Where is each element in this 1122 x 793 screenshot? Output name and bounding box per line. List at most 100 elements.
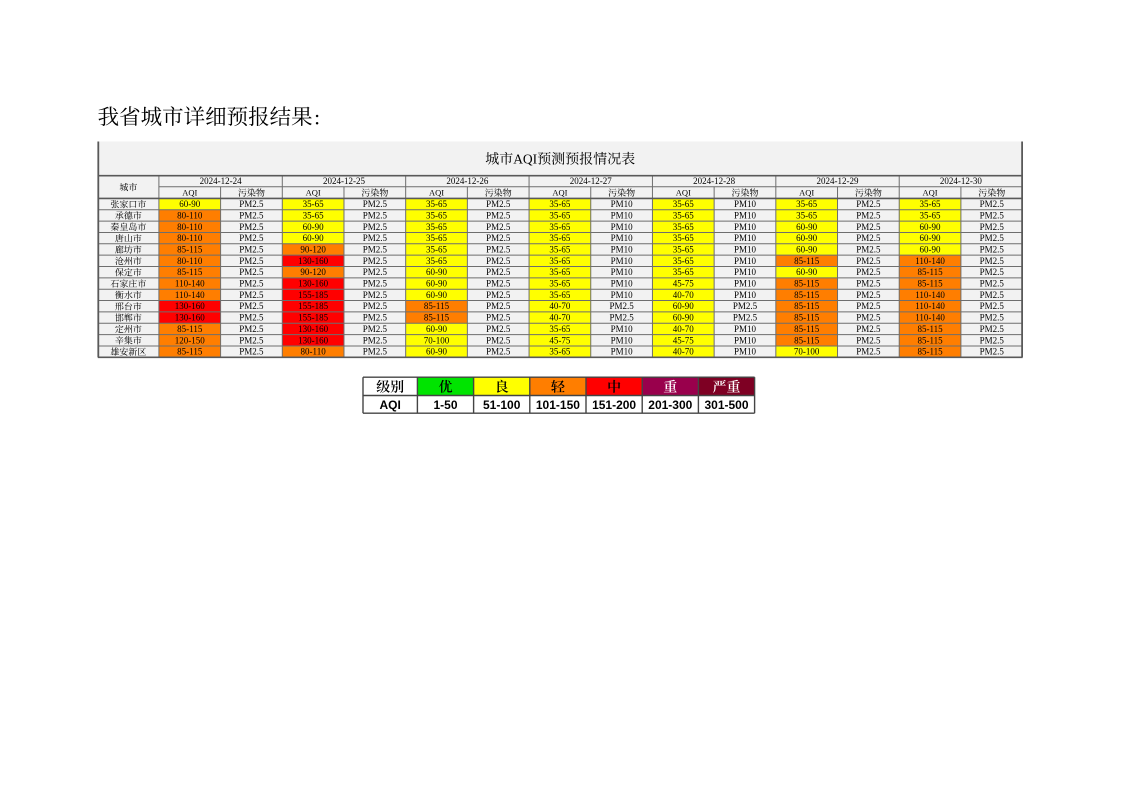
svg-text:PM2.5: PM2.5 <box>856 313 881 323</box>
svg-text:85-115: 85-115 <box>177 244 203 254</box>
svg-text:60-90: 60-90 <box>426 290 447 300</box>
svg-text:PM2.5: PM2.5 <box>239 267 264 277</box>
svg-text:PM2.5: PM2.5 <box>980 222 1005 232</box>
svg-text:60-90: 60-90 <box>426 324 447 334</box>
svg-text:60-90: 60-90 <box>673 313 694 323</box>
svg-text:2024-12-24: 2024-12-24 <box>200 176 242 186</box>
svg-text:35-65: 35-65 <box>303 210 324 220</box>
svg-text:35-65: 35-65 <box>673 199 694 209</box>
svg-text:130-160: 130-160 <box>175 313 205 323</box>
svg-text:40-70: 40-70 <box>673 324 694 334</box>
svg-text:PM10: PM10 <box>611 347 634 357</box>
svg-text:PM10: PM10 <box>611 256 634 266</box>
svg-text:35-65: 35-65 <box>426 233 447 243</box>
svg-text:35-65: 35-65 <box>920 210 941 220</box>
svg-text:60-90: 60-90 <box>796 233 817 243</box>
svg-text:85-115: 85-115 <box>794 301 820 311</box>
svg-text:35-65: 35-65 <box>673 256 694 266</box>
svg-text:35-65: 35-65 <box>796 199 817 209</box>
svg-text:110-140: 110-140 <box>915 313 945 323</box>
svg-text:85-115: 85-115 <box>794 335 820 345</box>
svg-text:35-65: 35-65 <box>920 199 941 209</box>
svg-text:PM10: PM10 <box>734 222 757 232</box>
svg-text:PM10: PM10 <box>734 335 757 345</box>
svg-text:35-65: 35-65 <box>673 222 694 232</box>
svg-text:40-70: 40-70 <box>673 347 694 357</box>
svg-text:AQI: AQI <box>676 188 691 198</box>
svg-text:PM2.5: PM2.5 <box>486 347 511 357</box>
svg-text:AQI: AQI <box>182 188 197 198</box>
svg-text:AQI: AQI <box>513 152 537 167</box>
svg-text:35-65: 35-65 <box>673 233 694 243</box>
svg-text:130-160: 130-160 <box>298 279 328 289</box>
svg-text:35-65: 35-65 <box>426 256 447 266</box>
svg-text:PM2.5: PM2.5 <box>856 256 881 266</box>
svg-text:PM10: PM10 <box>734 199 757 209</box>
svg-text:PM2.5: PM2.5 <box>239 244 264 254</box>
svg-text:2024-12-29: 2024-12-29 <box>817 176 859 186</box>
svg-text:85-115: 85-115 <box>177 347 203 357</box>
svg-text:PM2.5: PM2.5 <box>239 222 264 232</box>
svg-text:2024-12-25: 2024-12-25 <box>323 176 365 186</box>
svg-text::: : <box>314 105 320 129</box>
svg-text:PM10: PM10 <box>611 335 634 345</box>
svg-text:85-115: 85-115 <box>424 301 450 311</box>
svg-text:80-110: 80-110 <box>301 347 327 357</box>
svg-text:PM2.5: PM2.5 <box>980 313 1005 323</box>
svg-text:45-75: 45-75 <box>673 335 694 345</box>
svg-text:155-185: 155-185 <box>298 290 328 300</box>
svg-text:PM2.5: PM2.5 <box>239 347 264 357</box>
svg-text:110-140: 110-140 <box>915 256 945 266</box>
svg-text:PM2.5: PM2.5 <box>363 222 388 232</box>
svg-text:PM2.5: PM2.5 <box>733 313 758 323</box>
svg-text:PM2.5: PM2.5 <box>980 267 1005 277</box>
svg-text:130-160: 130-160 <box>298 324 328 334</box>
svg-text:AQI: AQI <box>799 188 814 198</box>
svg-text:PM2.5: PM2.5 <box>980 244 1005 254</box>
svg-text:PM10: PM10 <box>611 199 634 209</box>
svg-text:60-90: 60-90 <box>796 244 817 254</box>
svg-text:PM10: PM10 <box>734 233 757 243</box>
svg-text:PM10: PM10 <box>611 222 634 232</box>
svg-text:35-65: 35-65 <box>426 244 447 254</box>
svg-text:110-140: 110-140 <box>175 290 205 300</box>
svg-text:PM10: PM10 <box>611 210 634 220</box>
svg-text:35-65: 35-65 <box>549 324 570 334</box>
svg-text:PM2.5: PM2.5 <box>363 279 388 289</box>
svg-text:PM2.5: PM2.5 <box>980 233 1005 243</box>
svg-text:PM2.5: PM2.5 <box>486 267 511 277</box>
svg-text:PM2.5: PM2.5 <box>363 324 388 334</box>
svg-text:PM10: PM10 <box>734 267 757 277</box>
svg-text:85-115: 85-115 <box>177 267 203 277</box>
svg-text:35-65: 35-65 <box>303 199 324 209</box>
svg-text:AQI: AQI <box>306 188 321 198</box>
svg-text:PM2.5: PM2.5 <box>856 324 881 334</box>
svg-text:45-75: 45-75 <box>549 335 570 345</box>
svg-text:PM2.5: PM2.5 <box>980 301 1005 311</box>
svg-text:PM2.5: PM2.5 <box>239 256 264 266</box>
svg-text:PM2.5: PM2.5 <box>609 313 634 323</box>
svg-text:PM10: PM10 <box>611 267 634 277</box>
svg-text:PM10: PM10 <box>611 290 634 300</box>
svg-text:85-115: 85-115 <box>917 279 943 289</box>
svg-text:35-65: 35-65 <box>426 210 447 220</box>
svg-text:35-65: 35-65 <box>426 199 447 209</box>
svg-text:35-65: 35-65 <box>426 222 447 232</box>
svg-text:90-120: 90-120 <box>300 244 326 254</box>
svg-text:PM2.5: PM2.5 <box>856 210 881 220</box>
svg-text:60-90: 60-90 <box>426 267 447 277</box>
svg-text:PM2.5: PM2.5 <box>856 335 881 345</box>
svg-text:60-90: 60-90 <box>303 233 324 243</box>
svg-text:155-185: 155-185 <box>298 313 328 323</box>
svg-text:PM10: PM10 <box>734 290 757 300</box>
svg-text:130-160: 130-160 <box>298 335 328 345</box>
svg-text:PM2.5: PM2.5 <box>486 335 511 345</box>
svg-text:35-65: 35-65 <box>549 256 570 266</box>
svg-text:PM10: PM10 <box>611 324 634 334</box>
svg-text:60-90: 60-90 <box>796 222 817 232</box>
svg-text:PM2.5: PM2.5 <box>239 279 264 289</box>
svg-text:85-115: 85-115 <box>424 313 450 323</box>
svg-text:60-90: 60-90 <box>920 233 941 243</box>
svg-text:PM2.5: PM2.5 <box>980 199 1005 209</box>
svg-text:PM2.5: PM2.5 <box>486 324 511 334</box>
